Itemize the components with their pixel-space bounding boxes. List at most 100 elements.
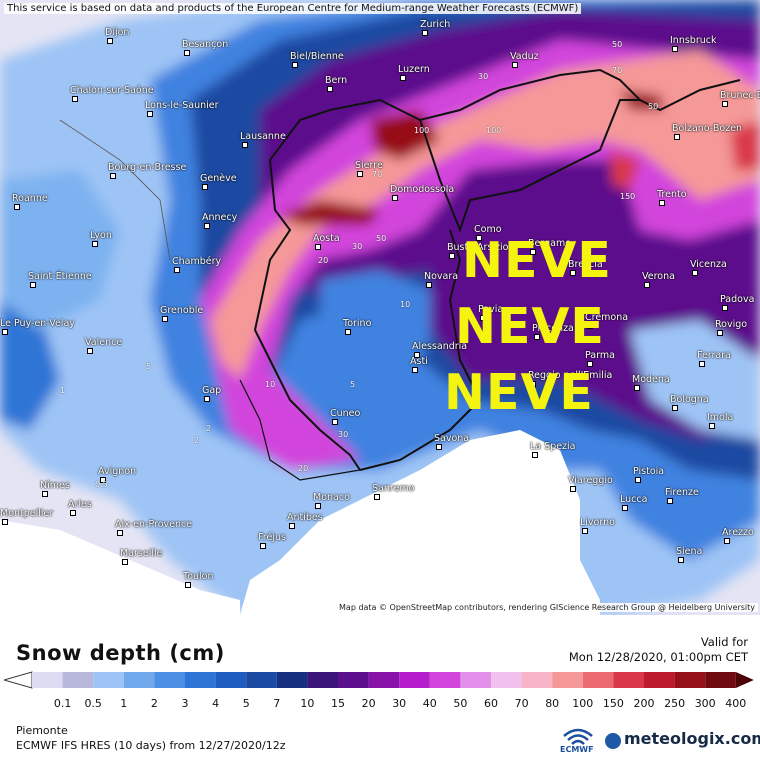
city-marker [412,367,418,373]
city-label: Bourg-en-Bresse [108,162,187,173]
scale-tick-label: 10 [300,697,315,710]
contour-label: 30 [352,242,363,251]
city-label: Asti [410,356,428,367]
city-marker [242,142,248,148]
city-marker [678,557,684,563]
city-label: Bologna [670,394,709,405]
city-marker [2,329,8,335]
city-label: Montpellier [0,508,54,519]
city-label: Pavia [478,304,504,315]
city-marker [530,249,536,255]
scale-swatch [276,672,308,688]
scale-tick-label: 80 [545,697,560,710]
city-label: Bolzano-Bozen [672,123,743,134]
city-label: Sierre [355,160,383,171]
city-marker [147,111,153,117]
snow-depth-map: This service is based on data and produc… [0,0,760,615]
city-marker [634,385,640,391]
city-marker [480,315,486,321]
contour-label: 1 [60,386,66,395]
city-marker [422,30,428,36]
city-marker [724,538,730,544]
city-marker [722,101,728,107]
city-marker [332,419,338,425]
region-name: Piemonte [16,724,68,737]
city-marker [70,510,76,516]
neve-label: NEVE [462,232,612,289]
neve-label: NEVE [444,364,594,421]
city-label: Aosta [313,233,340,244]
contour-label: 50 [612,40,623,49]
city-marker [532,452,538,458]
city-label: Gap [202,385,222,396]
contour-label: 2 [206,424,212,433]
city-label: Lucca [620,494,648,505]
city-label: Piacenza [532,323,574,334]
city-label: Pistoia [633,466,665,477]
scale-swatch [307,672,338,688]
city-marker [327,86,333,92]
contour-label: 5 [146,362,152,371]
city-marker [659,200,665,206]
city-label: Valence [85,337,123,348]
city-label: Annecy [202,212,238,223]
scale-swatch [32,672,63,688]
city-marker [107,38,113,44]
city-marker [87,348,93,354]
contour-label: 50 [376,234,387,243]
scale-tick-label: 70 [514,697,529,710]
scale-min-arrow [4,671,33,689]
city-label: Lausanne [240,131,286,142]
city-label: Marseille [120,548,163,559]
city-label: Arezzo [722,527,754,538]
city-label: Toulon [183,571,214,582]
city-marker [110,173,116,179]
legend-panel: Snow depth (cm) Valid for Mon 12/28/2020… [0,617,760,760]
scale-swatch [123,672,155,688]
scale-tick-label: 15 [331,697,345,710]
city-marker [202,184,208,190]
city-label: Verona [642,271,675,282]
city-label: Roanne [12,193,48,204]
city-marker [672,405,678,411]
contour-label: 50 [648,102,659,111]
city-marker [30,282,36,288]
scale-swatch [460,672,491,688]
city-marker [100,477,106,483]
meteologix-brand[interactable]: meteologix.com [624,729,760,748]
scale-tick-label: 0.5 [84,697,102,710]
city-marker [414,352,420,358]
city-marker [289,523,295,529]
contour-label: 20 [318,256,329,265]
city-label: Viareggio [568,475,613,486]
city-label: Sanremo [372,483,415,494]
scale-tick-label: 20 [361,697,376,710]
scale-swatch [154,672,185,688]
city-label: Domodossola [390,184,455,195]
city-marker [587,361,593,367]
city-marker [42,491,48,497]
scale-swatch [644,672,675,688]
scale-tick-label: 7 [273,697,281,710]
scale-tick-label: 4 [212,697,220,710]
city-label: Savona [434,433,470,444]
scale-tick-label: 1 [120,697,128,710]
contour-label: 100 [414,126,430,135]
scale-swatch [674,672,706,688]
city-label: Antibes [287,512,323,523]
city-marker [672,46,678,52]
scale-tick-label: 250 [664,697,686,710]
scale-tick-label: 40 [422,697,437,710]
meteologix-logo-icon [605,733,621,749]
city-label: Livorno [580,517,615,528]
city-label: Busto Arsizio [447,242,509,253]
scale-swatch [491,672,522,688]
city-label: Modena [632,374,670,385]
scale-tick-label: 400 [725,697,747,710]
map-canvas [0,0,760,615]
city-marker [92,241,98,247]
scale-tick-label: 60 [484,697,498,710]
scale-tick-label: 30 [392,697,407,710]
city-marker [635,477,641,483]
city-label: Lons-le-Saunier [145,100,219,111]
